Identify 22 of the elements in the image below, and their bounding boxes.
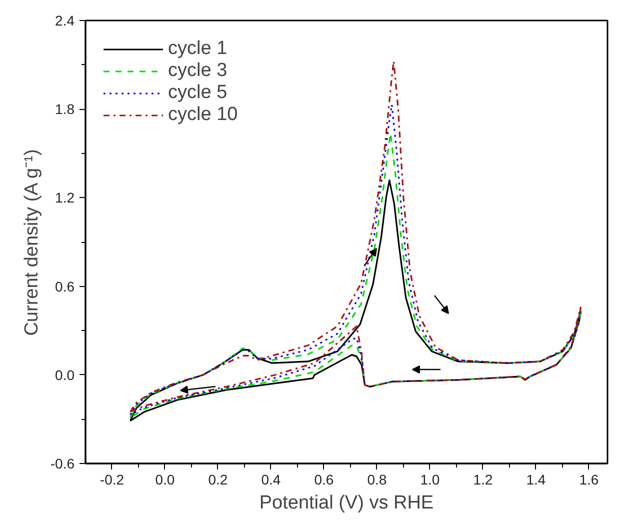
- x-tick-label: 1.4: [526, 472, 546, 488]
- legend-label: cycle 3: [168, 60, 228, 82]
- x-tick-label: 0.2: [208, 472, 228, 488]
- y-tick-label: 0.6: [55, 278, 75, 294]
- y-tick-label: 1.8: [55, 101, 75, 118]
- x-tick-label: 0.6: [314, 472, 334, 488]
- y-tick-label: 1.2: [55, 190, 75, 206]
- y-axis-title: Current density (A g⁻¹): [21, 149, 42, 336]
- x-tick-label: 0.0: [155, 472, 175, 488]
- x-tick-label: -0.2: [100, 472, 124, 488]
- legend-label: cycle 1: [168, 38, 228, 60]
- x-tick-label: 1.6: [579, 472, 599, 488]
- x-tick-label: 1.2: [473, 472, 493, 488]
- y-tick-label: 2.4: [55, 12, 75, 28]
- x-tick-label: 0.4: [261, 472, 281, 488]
- x-tick-label: 0.8: [367, 472, 387, 488]
- x-axis-title: Potential (V) vs RHE: [259, 492, 434, 514]
- y-tick-label: -0.6: [50, 456, 75, 472]
- x-tick-label: 1.0: [420, 472, 440, 488]
- legend-label: cycle 5: [168, 82, 228, 104]
- y-tick-label: 0.0: [55, 366, 75, 383]
- legend-label: cycle 10: [168, 104, 238, 126]
